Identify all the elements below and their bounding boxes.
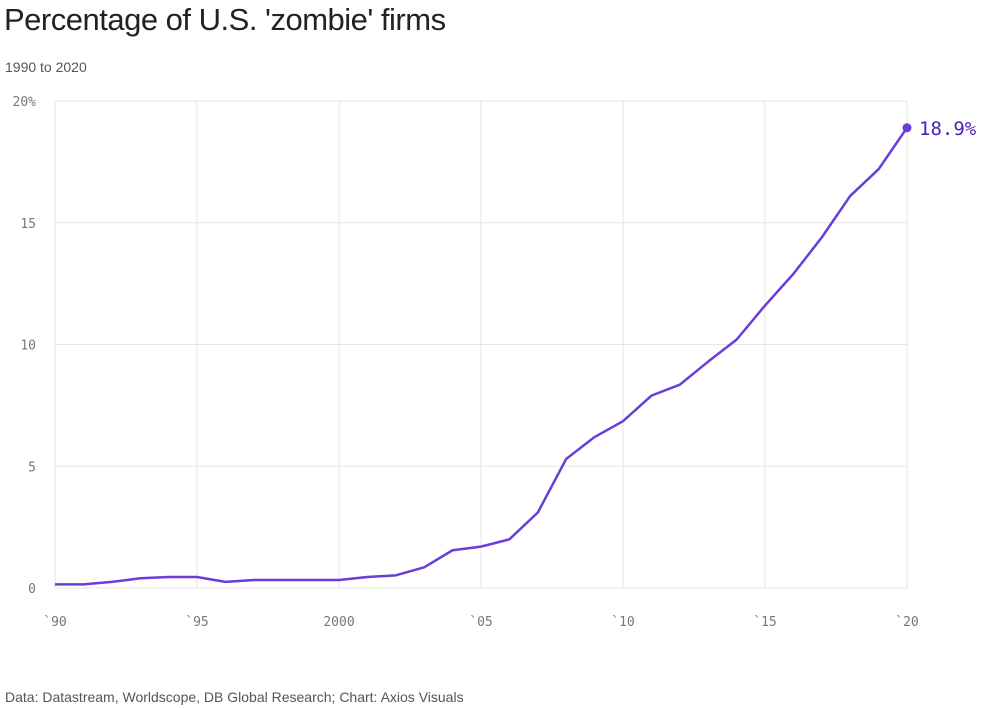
y-tick-label: 15 (20, 217, 36, 232)
x-tick-label: `20 (895, 615, 918, 630)
chart-subtitle: 1990 to 2020 (5, 59, 87, 75)
y-tick-label: 0 (28, 582, 36, 597)
y-tick-label: 10 (20, 339, 36, 354)
chart-source: Data: Datastream, Worldscope, DB Global … (5, 689, 464, 705)
x-tick-label: 2000 (323, 615, 354, 630)
x-tick-label: `05 (469, 615, 492, 630)
end-value-label: 18.9% (919, 118, 977, 140)
chart-title: Percentage of U.S. 'zombie' firms (4, 2, 446, 37)
x-tick-label: `10 (611, 615, 634, 630)
y-tick-label: 5 (28, 460, 36, 475)
end-point-marker (902, 123, 912, 133)
x-tick-label: `90 (43, 615, 66, 630)
series-line (55, 127, 909, 586)
x-tick-label: `15 (753, 615, 776, 630)
x-tick-label: `95 (185, 615, 208, 630)
y-tick-label: 20% (13, 95, 37, 110)
